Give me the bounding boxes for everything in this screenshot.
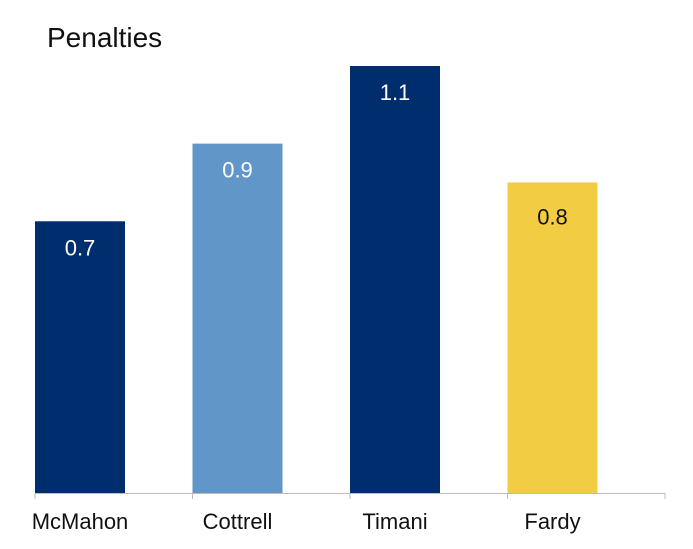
- x-tick-label-cottrell: Cottrell: [203, 509, 273, 534]
- chart-title: Penalties: [47, 22, 163, 53]
- bars-layer: [35, 66, 598, 494]
- x-tick-label-timani: Timani: [362, 509, 427, 534]
- bar-timani: [350, 66, 440, 493]
- data-label-mcmahon: 0.7: [65, 235, 96, 260]
- x-tick-label-mcmahon: McMahon: [32, 509, 129, 534]
- x-axis: McMahon Cottrell Timani Fardy: [32, 493, 666, 534]
- data-labels-layer: 0.7 0.9 1.1 0.8: [65, 80, 568, 260]
- bar-fardy: [507, 182, 598, 494]
- x-tick-label-fardy: Fardy: [524, 509, 580, 534]
- bar-mcmahon: [35, 221, 125, 494]
- bar-cottrell: [192, 143, 283, 494]
- data-label-cottrell: 0.9: [222, 158, 253, 183]
- data-label-timani: 1.1: [380, 80, 411, 105]
- data-label-fardy: 0.8: [537, 204, 568, 229]
